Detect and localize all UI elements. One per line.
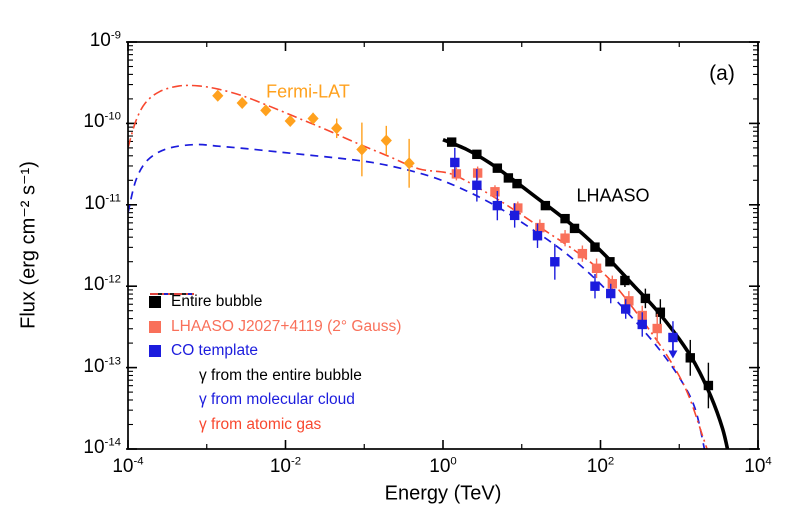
square-marker bbox=[532, 231, 543, 241]
square-marker bbox=[607, 279, 618, 289]
x-tick-label: 10-4 bbox=[112, 455, 144, 477]
dashdot-line-icon bbox=[150, 293, 194, 295]
diamond-marker bbox=[331, 122, 343, 135]
y-tick-label: 10-13 bbox=[83, 355, 121, 377]
square-marker bbox=[590, 281, 600, 291]
square-marker bbox=[535, 222, 545, 233]
square-marker bbox=[450, 157, 460, 168]
square-marker bbox=[621, 304, 631, 314]
square-marker bbox=[446, 137, 457, 147]
square-marker bbox=[560, 233, 570, 243]
y-tick-label: 10-10 bbox=[83, 111, 121, 133]
square-marker-icon bbox=[149, 320, 161, 333]
square-marker bbox=[503, 173, 514, 183]
square-marker bbox=[492, 163, 503, 173]
y-tick-label: 10-14 bbox=[83, 436, 121, 458]
square-marker bbox=[606, 288, 616, 299]
legend-item-lhaaso-j2027: LHAASO J2027+4119 (2° Gauss) bbox=[149, 315, 401, 340]
series-fermi-lat-data bbox=[212, 89, 415, 188]
legend-sample bbox=[149, 296, 171, 309]
square-marker bbox=[451, 169, 462, 179]
legend-sample bbox=[149, 345, 171, 358]
upper-limit-arrow-icon bbox=[668, 350, 678, 359]
legend-item-gamma-atomic-gas: γ from atomic gas bbox=[149, 293, 401, 438]
panel-label: (a) bbox=[709, 62, 735, 85]
legend-item-gamma-entire-bubble: γ from the entire bubble bbox=[149, 293, 401, 389]
diamond-marker bbox=[403, 157, 415, 170]
square-marker bbox=[652, 323, 662, 334]
legend: Entire bubble LHAASO J2027+4119 (2° Gaus… bbox=[149, 290, 401, 437]
x-tick-label: 100 bbox=[429, 455, 457, 477]
square-marker bbox=[492, 200, 503, 211]
square-marker bbox=[472, 149, 482, 160]
legend-label: LHAASO J2027+4119 (2° Gauss) bbox=[171, 317, 402, 335]
y-tick-label: 10-9 bbox=[89, 29, 121, 51]
plot-frame bbox=[127, 41, 759, 450]
legend-sample bbox=[149, 320, 171, 333]
square-marker bbox=[640, 293, 651, 304]
x-tick-label: 104 bbox=[744, 455, 772, 477]
legend-label: γ from the entire bubble bbox=[199, 366, 362, 384]
curve-from-molecular-cloud bbox=[128, 143, 706, 449]
square-marker bbox=[540, 200, 551, 211]
diamond-marker bbox=[380, 134, 392, 147]
square-marker bbox=[513, 203, 523, 213]
x-axis-title: Energy (TeV) bbox=[384, 482, 502, 505]
square-marker bbox=[637, 319, 647, 330]
square-marker bbox=[560, 213, 570, 224]
square-marker bbox=[655, 307, 666, 317]
diamond-marker bbox=[307, 112, 319, 125]
fermi-lat-annotation: Fermi-LAT bbox=[266, 81, 350, 102]
square-marker bbox=[605, 257, 615, 267]
lhaaso-annotation: LHAASO bbox=[576, 185, 650, 206]
legend-label: γ from molecular cloud bbox=[199, 391, 355, 409]
square-marker bbox=[624, 296, 634, 306]
square-marker bbox=[620, 275, 630, 286]
square-marker bbox=[490, 187, 500, 197]
square-marker bbox=[472, 168, 483, 178]
square-marker bbox=[703, 380, 714, 391]
legend-item-entire-bubble: Entire bubble bbox=[149, 290, 401, 315]
square-marker bbox=[472, 180, 482, 190]
square-marker bbox=[590, 242, 600, 252]
y-axis-title: Flux (erg cm⁻² s⁻¹) bbox=[17, 161, 40, 329]
legend-label: γ from atomic gas bbox=[199, 415, 322, 433]
square-marker bbox=[685, 353, 695, 363]
square-marker bbox=[668, 332, 678, 343]
series-entire-bubble bbox=[446, 137, 714, 409]
diamond-marker bbox=[212, 89, 224, 102]
series-co-template bbox=[450, 147, 678, 359]
legend-label: CO template bbox=[171, 342, 259, 360]
series-lhaaso-j2027-4119-2-gauss bbox=[451, 166, 662, 344]
square-marker bbox=[550, 257, 560, 267]
x-tick-label: 10-2 bbox=[269, 455, 302, 477]
square-marker bbox=[512, 178, 522, 189]
square-marker-icon bbox=[149, 345, 161, 358]
diamond-marker bbox=[284, 114, 296, 127]
diamond-marker bbox=[356, 143, 368, 156]
square-marker bbox=[509, 210, 520, 221]
legend-item-co-template: CO template bbox=[149, 339, 401, 364]
y-tick-label: 10-12 bbox=[83, 273, 121, 296]
square-marker-icon bbox=[149, 296, 161, 309]
legend-label: Entire bubble bbox=[171, 293, 263, 311]
diamond-marker bbox=[260, 104, 272, 117]
square-marker bbox=[577, 248, 588, 259]
square-marker bbox=[569, 223, 580, 234]
diamond-marker bbox=[236, 97, 248, 110]
y-tick-label: 10-11 bbox=[84, 192, 121, 214]
x-tick-label: 102 bbox=[586, 455, 615, 477]
square-marker bbox=[591, 263, 602, 273]
legend-item-gamma-molecular-cloud: γ from molecular cloud bbox=[149, 293, 401, 413]
